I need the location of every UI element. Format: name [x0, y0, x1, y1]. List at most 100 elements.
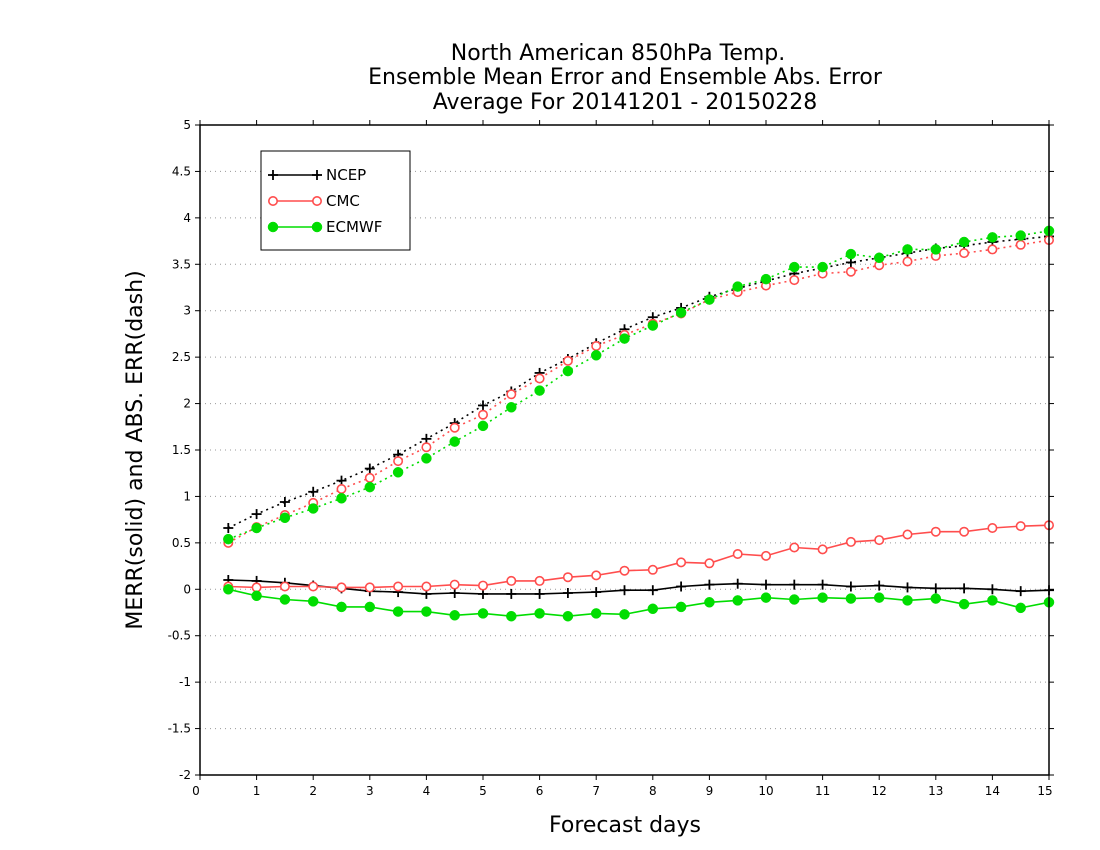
abs-error-point — [930, 244, 942, 255]
abs-error-point — [902, 244, 913, 255]
abs-error-point — [478, 400, 488, 411]
mean-error-point — [591, 570, 602, 581]
mean-error-point — [817, 592, 828, 603]
mean-error-point — [421, 581, 432, 592]
y-axis-label: MERR(solid) and ABS. ERR(dash) — [123, 270, 148, 629]
abs-error-point — [987, 232, 998, 243]
axis-ticks: -2-1.5-1-0.500.511.522.533.544.550 1 2 3 4 5 6… — [168, 118, 1054, 798]
abs-error-point — [336, 475, 347, 486]
abs-error-point — [845, 266, 856, 277]
abs-error-point — [449, 436, 460, 447]
mean-error-point — [987, 595, 998, 606]
mean-error-point — [789, 542, 800, 553]
mean-error-point — [959, 583, 970, 594]
abs-error-point — [591, 340, 602, 351]
chart-subtitle-2: Average For 20141201 - 20150228 — [433, 90, 818, 115]
abs-error-point — [364, 472, 375, 483]
mean-error-point — [534, 575, 545, 586]
mean-error-point — [873, 592, 885, 603]
y-tick-label: -2 — [179, 768, 191, 782]
series-ncep — [223, 231, 1054, 599]
abs-error-point — [619, 333, 630, 344]
mean-error-point — [619, 565, 630, 576]
mean-error-point — [562, 588, 573, 598]
mean-error-point — [336, 582, 347, 593]
abs-error-point — [534, 385, 545, 396]
x-tick-label: 5 — [479, 784, 487, 798]
mean-error-point — [1015, 586, 1026, 597]
x-tick-label: 14 — [985, 784, 1000, 798]
y-tick-label: 5 — [183, 118, 191, 132]
mean-error-point — [393, 581, 404, 592]
mean-error-point — [1015, 521, 1026, 532]
x-tick-label: 15 — [1037, 784, 1052, 798]
mean-error-point — [845, 581, 856, 592]
abs-error-point — [732, 281, 743, 292]
legend-marker — [311, 196, 322, 207]
abs-error-point — [307, 503, 319, 514]
mean-error-point — [959, 526, 970, 537]
legend: NCEP CMC ECMWF — [260, 150, 411, 251]
mean-error-point — [647, 585, 658, 596]
abs-error-point — [902, 256, 913, 267]
mean-error-point — [930, 593, 942, 604]
abs-error-point — [421, 453, 432, 464]
y-tick-label: 3 — [183, 304, 191, 318]
chart-subtitle: Ensemble Mean Error and Ensemble Abs. Er… — [368, 65, 883, 90]
y-tick-label: -1.5 — [168, 722, 191, 736]
mean-error-point — [307, 596, 319, 607]
abs-error-point — [959, 248, 970, 259]
abs-error-point — [477, 409, 488, 420]
mean-error-point — [477, 608, 489, 619]
abs-error-point — [562, 365, 574, 377]
abs-error-point — [421, 442, 432, 453]
mean-error-point — [987, 584, 998, 595]
y-tick-label: 0.5 — [172, 536, 191, 550]
abs-error-line-ncep — [227, 235, 1050, 529]
mean-error-point — [732, 578, 743, 589]
x-tick-label: 11 — [815, 784, 830, 798]
abs-error-point — [590, 350, 602, 361]
mean-error-point — [902, 529, 913, 540]
abs-error-point — [704, 294, 715, 305]
y-tick-label: 2.5 — [172, 350, 191, 364]
legend-marker — [312, 170, 322, 180]
mean-error-point — [647, 603, 659, 615]
mean-error-line-ecmwf — [228, 588, 1050, 618]
legend-marker — [311, 221, 323, 233]
x-tick-label: 12 — [872, 784, 887, 798]
mean-error-point — [676, 581, 687, 592]
mean-error-point — [958, 598, 970, 610]
legend-entry-ncep: NCEP — [268, 166, 366, 184]
mean-error-point — [987, 522, 998, 533]
x-tick-label: 4 — [423, 784, 431, 798]
abs-error-point — [336, 483, 347, 494]
abs-error-point — [223, 523, 234, 533]
mean-error-point — [760, 592, 772, 603]
legend-label: NCEP — [326, 166, 366, 184]
x-tick-label: 7 — [592, 784, 600, 798]
x-tick-label: 13 — [928, 784, 943, 798]
mean-error-point — [364, 582, 375, 593]
abs-error-point — [364, 463, 375, 474]
chart-title: North American 850hPa Temp. — [451, 41, 786, 66]
abs-error-point — [279, 497, 290, 507]
legend-entry-cmc: CMC — [267, 192, 360, 210]
series-layer — [223, 225, 1055, 622]
abs-error-point — [789, 275, 800, 286]
mean-error-point — [902, 595, 913, 606]
mean-error-point — [421, 606, 432, 617]
mean-error-point — [562, 572, 573, 583]
abs-error-point — [817, 261, 828, 273]
abs-error-point — [675, 307, 687, 318]
legend-marker — [267, 221, 279, 233]
mean-error-point — [223, 584, 234, 595]
mean-error-point — [477, 580, 488, 591]
grid-lines — [200, 170, 1049, 730]
y-tick-label: 1.5 — [172, 443, 191, 457]
x-tick-label: 6 — [536, 784, 544, 798]
mean-error-point — [449, 610, 460, 621]
mean-error-point — [534, 608, 545, 619]
abs-error-point — [845, 248, 857, 260]
